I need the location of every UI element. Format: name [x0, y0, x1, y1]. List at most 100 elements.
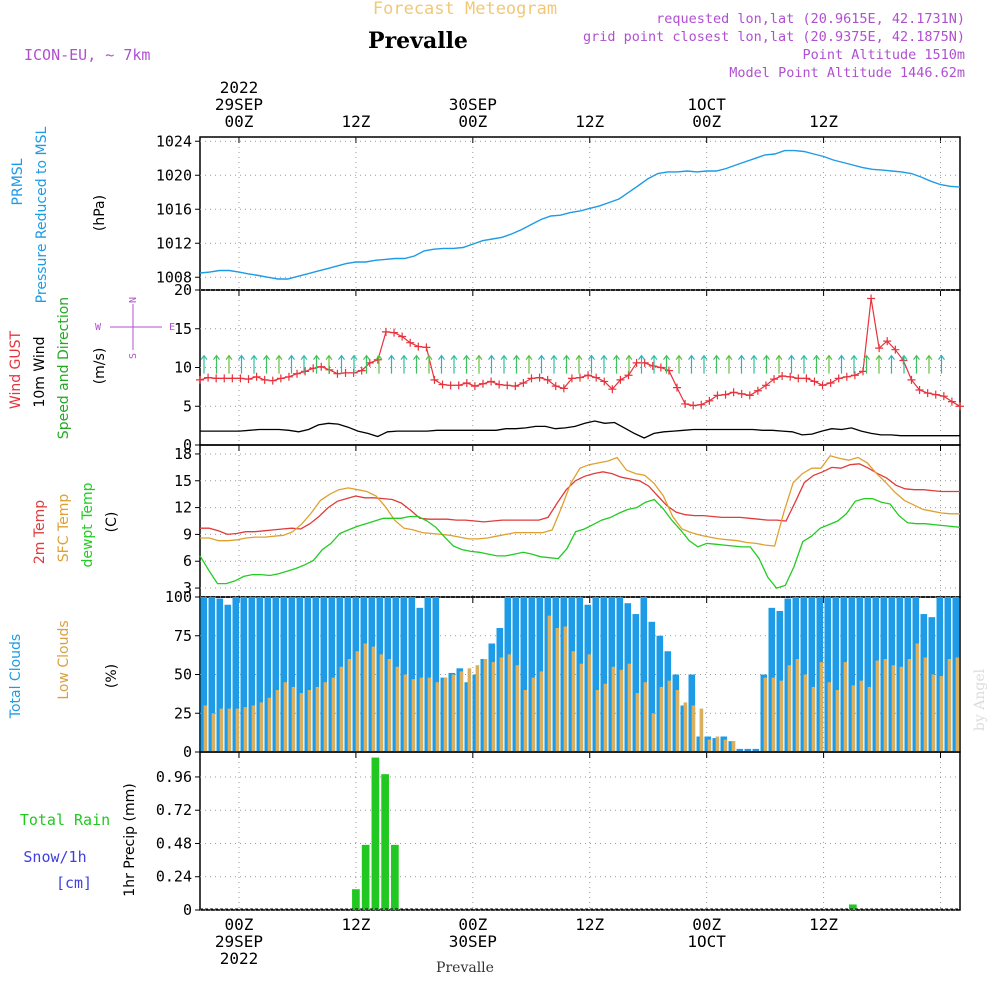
label-total-clouds: Total Clouds [8, 634, 24, 719]
total-cloud-bar [824, 597, 832, 752]
top-time-label: 00Z [458, 112, 487, 131]
y-tick-label: 9 [183, 525, 192, 543]
y-tick-label: 20 [174, 281, 192, 299]
gust-point [802, 374, 811, 383]
y-tick-label: 15 [174, 472, 192, 490]
low-cloud-bar [731, 741, 736, 752]
wind-direction-arrow [488, 354, 495, 374]
gust-point [551, 382, 560, 391]
gust-point [365, 358, 374, 367]
gust-point [478, 379, 487, 388]
low-cloud-bar [555, 628, 560, 752]
wind-direction-arrow [688, 354, 695, 374]
low-cloud-bar [283, 682, 288, 752]
gust-point [842, 372, 851, 381]
wind-direction-arrow [300, 354, 308, 374]
gust-point [333, 369, 342, 378]
low-cloud-bar [699, 708, 704, 752]
low-cloud-bar [595, 690, 600, 752]
wind-direction-arrow [275, 354, 283, 374]
wind-direction-arrow [675, 354, 683, 374]
gust-point [446, 381, 455, 390]
gust-point [867, 294, 876, 303]
gust-point [608, 385, 617, 394]
pressure-panel-labels: PRMSL Pressure Reduced to MSL (hPa) [10, 126, 108, 303]
wind-direction-arrow [638, 354, 645, 374]
wind-direction-arrow [513, 354, 520, 374]
wind-direction-arrow [500, 354, 508, 374]
gust-point [673, 383, 682, 392]
gust-point [632, 358, 641, 367]
gust-point [713, 391, 722, 400]
wind-direction-arrow [225, 354, 233, 374]
wind-direction-arrow [613, 354, 620, 374]
gust-point [778, 372, 787, 381]
gust-point [858, 367, 867, 376]
wind-direction-arrow [550, 354, 558, 374]
low-cloud-bar [563, 626, 568, 752]
wind-direction-arrow [863, 354, 870, 374]
gust-point [276, 374, 285, 383]
label-2m-temp: 2m Temp [32, 500, 48, 564]
low-cloud-bar [795, 659, 800, 752]
gust-point [810, 377, 819, 386]
gust-point [406, 338, 415, 347]
low-cloud-bar [579, 663, 584, 752]
gust-point [390, 328, 399, 337]
low-cloud-bar [371, 646, 376, 752]
gust-point [454, 381, 463, 390]
gust-point [681, 399, 690, 408]
low-cloud-bar [819, 662, 824, 752]
wind-direction-arrow [438, 354, 445, 374]
low-cloud-bar [515, 665, 520, 752]
wind-direction-arrow [238, 354, 245, 374]
total-cloud-bar [312, 597, 320, 752]
total-cloud-bar [296, 597, 304, 752]
label-hpa: (hPa) [92, 195, 108, 231]
gust-point [826, 379, 835, 387]
wind-direction-arrow [588, 354, 595, 374]
y-tick-label: 1012 [156, 234, 192, 252]
total-cloud-bar [520, 597, 528, 752]
gust-point [616, 375, 625, 384]
gust-line [199, 298, 961, 407]
point-altitude: Point Altitude 1510m [802, 47, 965, 63]
gust-point [584, 371, 593, 380]
total-cloud-bar [248, 597, 256, 752]
gust-point [834, 374, 843, 383]
label-1hr-precip: 1hr Precip (mm) [122, 783, 138, 896]
gust-point [883, 337, 892, 346]
low-cloud-bar [403, 674, 408, 752]
model-name: ICON-EU, ~ 7km [24, 46, 150, 64]
total-cloud-bar [200, 597, 208, 752]
low-cloud-bar [779, 680, 784, 752]
y-tick-label: 18 [174, 445, 192, 463]
total-cloud-bar [528, 597, 536, 752]
grid-coords: grid point closest lon,lat (20.9375E, 42… [583, 29, 965, 45]
low-cloud-bar [875, 660, 880, 752]
low-cloud-bar [387, 659, 392, 752]
gust-point [252, 372, 261, 381]
label-wind-gust: Wind GUST [8, 330, 24, 409]
wind-direction-arrow [375, 354, 383, 374]
gust-point [438, 380, 447, 389]
gust-point [309, 364, 318, 373]
total-cloud-bar [240, 597, 248, 752]
wind-line [200, 420, 960, 439]
wind-direction-arrow [450, 354, 458, 374]
gust-point [770, 375, 779, 384]
total-cloud-bar [600, 597, 608, 752]
wind-direction-arrow [825, 354, 833, 374]
total-cloud-bar [856, 597, 864, 752]
gust-point [576, 373, 584, 382]
gust-point [794, 374, 803, 383]
gust-point [697, 400, 706, 409]
label-total-rain: Total Rain [20, 811, 110, 829]
label-ms: (m/s) [92, 348, 108, 385]
panel-frame [199, 751, 961, 911]
wind-direction-arrow [738, 354, 745, 374]
low-cloud-bar [851, 685, 856, 752]
bottom-time-label: 1OCT [687, 932, 726, 951]
total-cloud-bar [264, 597, 272, 752]
y-tick-label: 0.96 [156, 768, 192, 786]
